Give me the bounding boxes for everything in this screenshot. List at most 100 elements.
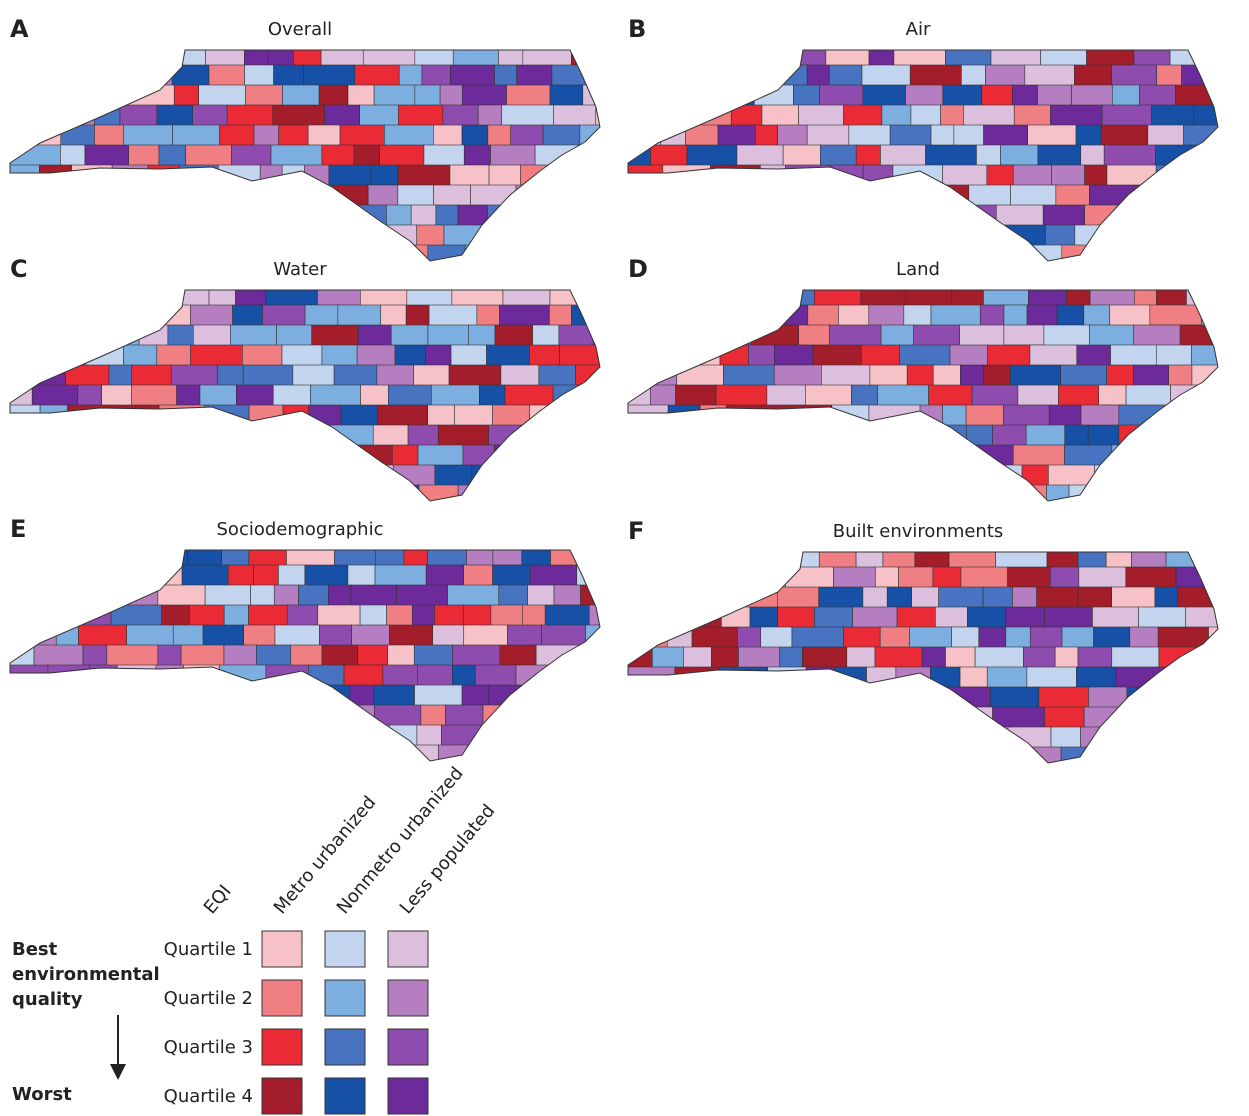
county: [755, 707, 791, 731]
county: [1039, 687, 1089, 708]
county: [533, 325, 559, 346]
county: [321, 45, 363, 67]
county: [248, 705, 271, 727]
county: [939, 687, 991, 710]
county: [305, 685, 349, 709]
county: [756, 567, 785, 589]
county: [463, 445, 494, 465]
county: [476, 745, 502, 770]
county: [907, 365, 933, 388]
county: [10, 205, 54, 227]
county: [855, 465, 886, 487]
county: [1166, 225, 1210, 246]
legend-row: Quartile 3: [164, 1037, 253, 1058]
county: [735, 425, 772, 448]
county: [1158, 627, 1208, 647]
county: [1226, 365, 1249, 391]
county: [139, 225, 164, 248]
county: [1010, 365, 1060, 387]
county: [131, 485, 154, 508]
county: [1127, 687, 1154, 708]
county: [272, 705, 319, 725]
county: [246, 85, 283, 105]
county: [1167, 667, 1206, 690]
county: [48, 705, 85, 726]
county: [329, 465, 359, 490]
county: [209, 65, 245, 88]
county: [535, 145, 583, 168]
county: [386, 205, 411, 228]
county: [773, 185, 824, 208]
county: [650, 105, 686, 127]
county: [760, 165, 785, 185]
county: [895, 225, 940, 251]
county: [208, 725, 247, 748]
county: [675, 747, 708, 767]
county: [1001, 145, 1038, 165]
county: [464, 145, 490, 167]
county: [1104, 145, 1155, 167]
county: [87, 65, 121, 89]
county: [701, 325, 723, 349]
county: [291, 445, 341, 469]
county: [1214, 385, 1249, 408]
county: [260, 165, 282, 188]
county: [282, 85, 319, 105]
county: [522, 445, 569, 467]
county: [1141, 245, 1168, 270]
county: [652, 225, 677, 246]
county: [553, 105, 595, 126]
county: [778, 125, 807, 146]
county: [48, 745, 100, 771]
legend-header: EQI: [200, 881, 236, 918]
county: [596, 105, 634, 127]
county: [10, 165, 39, 185]
county: [984, 365, 1011, 385]
county: [171, 365, 217, 385]
county: [529, 345, 559, 367]
county: [850, 707, 901, 731]
county: [973, 485, 1020, 507]
panel-title: Overall: [268, 19, 332, 40]
legend-worst: Worst: [12, 1084, 72, 1105]
county: [357, 345, 395, 367]
county: [393, 465, 435, 486]
county: [939, 587, 983, 609]
county: [628, 445, 652, 467]
county: [919, 205, 956, 226]
county: [289, 745, 313, 765]
county: [922, 465, 971, 489]
county: [569, 725, 596, 748]
county: [321, 225, 366, 248]
county: [687, 547, 718, 568]
county: [1204, 425, 1246, 448]
county: [1030, 345, 1077, 368]
county: [920, 405, 942, 430]
county: [10, 725, 39, 746]
county: [493, 545, 522, 565]
county: [157, 465, 184, 486]
county: [1219, 607, 1249, 631]
county: [804, 445, 852, 466]
county: [692, 627, 737, 648]
county: [825, 245, 875, 269]
county: [415, 45, 453, 67]
county: [952, 445, 976, 471]
county: [628, 165, 663, 191]
county: [1121, 205, 1164, 228]
legend-swatch: [388, 1029, 428, 1065]
county: [523, 45, 572, 68]
panel-title: Built environments: [833, 521, 1004, 542]
county: [143, 185, 168, 207]
county: [322, 345, 357, 368]
county: [279, 125, 309, 147]
county: [503, 285, 550, 306]
county: [994, 245, 1017, 270]
county: [511, 485, 538, 505]
county: [772, 425, 795, 446]
county: [91, 205, 114, 230]
county: [588, 465, 611, 486]
county: [293, 45, 321, 68]
county: [628, 647, 652, 670]
county: [313, 745, 351, 768]
